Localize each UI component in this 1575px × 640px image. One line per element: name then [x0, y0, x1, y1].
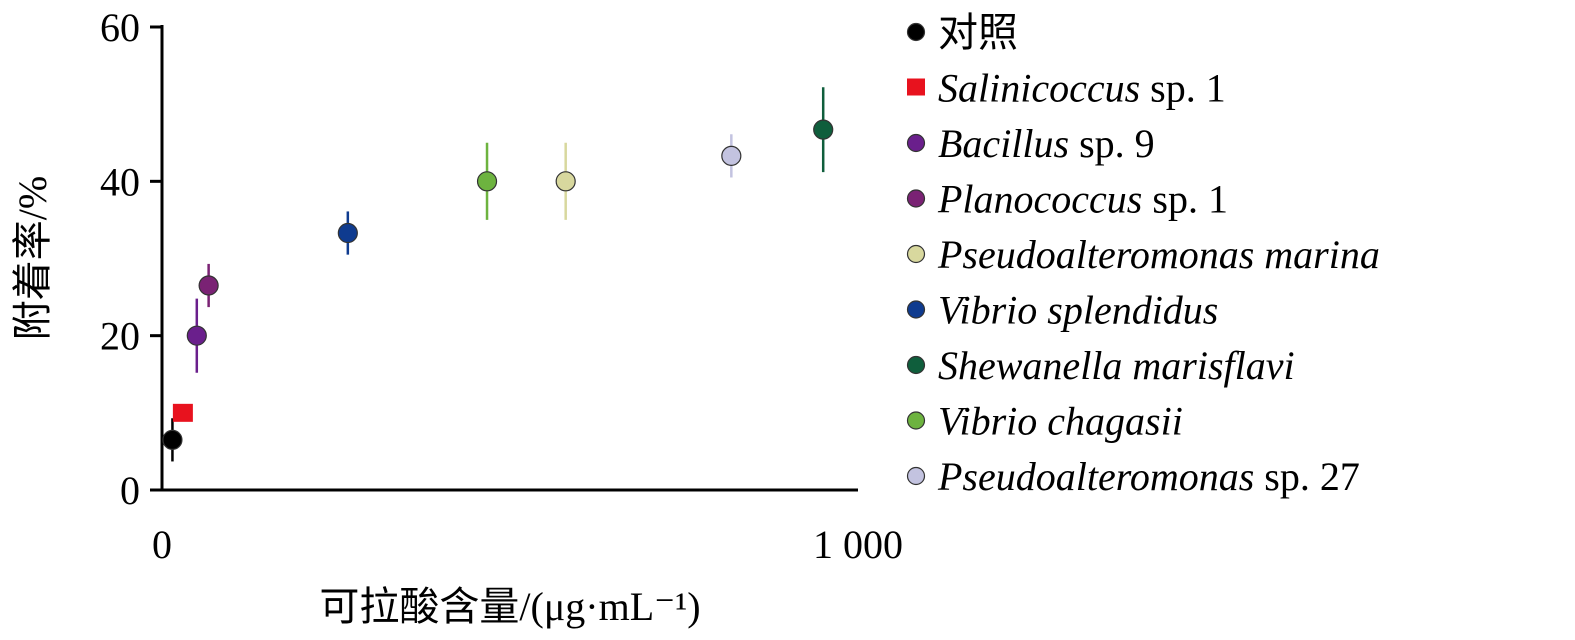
data-point-0 — [162, 429, 183, 450]
data-point-4 — [555, 171, 576, 192]
legend-marker-7 — [906, 411, 926, 430]
legend-entry-5: Vibrio splendidus — [938, 288, 1218, 333]
x-axis-title: 可拉酸含量/(μg·mL⁻¹) — [319, 584, 700, 629]
legend-entry-italic-2: Bacillus — [938, 121, 1069, 166]
legend-marker-0 — [906, 22, 926, 42]
legend-marker-4 — [906, 244, 926, 264]
legend-entry-6: Shewanella marisflavi — [938, 343, 1295, 388]
legend-marker-8 — [906, 466, 926, 486]
legend-entry-suffix-8: sp. 27 — [1254, 454, 1360, 499]
legend-entry-italic-3: Planococcus — [937, 177, 1142, 222]
legend-entry-italic-5: Vibrio splendidus — [938, 288, 1218, 333]
legend-entry-3: Planococcus sp. 1 — [937, 177, 1228, 222]
legend-entry-7: Vibrio chagasii — [938, 399, 1183, 444]
data-point-5 — [337, 222, 358, 244]
legend-entry-suffix-3: sp. 1 — [1142, 177, 1228, 222]
data-point-8 — [721, 145, 742, 166]
legend-entry-italic-6: Shewanella marisflavi — [938, 343, 1295, 388]
legend: 对照 Salinicoccus sp. 1 Bacillus sp. 9 Planoc… — [906, 10, 1380, 499]
legend-entry-suffix-1: sp. 1 — [1140, 66, 1226, 111]
data-points — [162, 119, 834, 450]
data-point-7 — [476, 171, 498, 192]
data-point-2 — [186, 325, 207, 346]
y-tick-label-0: 0 — [120, 468, 140, 513]
y-tick-label-3: 60 — [100, 5, 140, 50]
legend-entry-4: Pseudoalteromonas marina — [937, 232, 1380, 277]
error-bars — [171, 87, 825, 462]
legend-entry-suffix-2: sp. 9 — [1069, 121, 1155, 166]
axes: 0 20 40 60 0 1 000 — [100, 5, 903, 567]
x-tick-label-0: 0 — [152, 522, 172, 567]
data-point-6 — [813, 119, 834, 140]
legend-entry-0: 对照 — [938, 10, 1018, 55]
y-tick-label-2: 40 — [100, 159, 140, 204]
data-point-3 — [198, 275, 219, 296]
legend-entry-1: Salinicoccus sp. 1 — [938, 66, 1226, 111]
y-axis-title: 附着率/% — [10, 176, 55, 340]
legend-marker-3 — [906, 189, 926, 208]
legend-marker-1 — [907, 78, 925, 96]
legend-entry-italic-1: Salinicoccus — [938, 66, 1140, 111]
legend-entry-italic-7: Vibrio chagasii — [938, 399, 1183, 444]
legend-marker-6 — [906, 355, 926, 375]
legend-entry-2: Bacillus sp. 9 — [938, 121, 1155, 166]
legend-entry-italic-8: Pseudoalteromonas — [937, 454, 1254, 499]
legend-marker-5 — [906, 300, 926, 319]
legend-marker-2 — [906, 133, 926, 153]
x-tick-label-1: 1 000 — [813, 522, 903, 567]
data-point-1 — [172, 403, 193, 422]
legend-entry-italic-4: Pseudoalteromonas marina — [937, 232, 1380, 277]
y-tick-label-1: 20 — [100, 314, 140, 359]
legend-entry-8: Pseudoalteromonas sp. 27 — [937, 454, 1360, 499]
